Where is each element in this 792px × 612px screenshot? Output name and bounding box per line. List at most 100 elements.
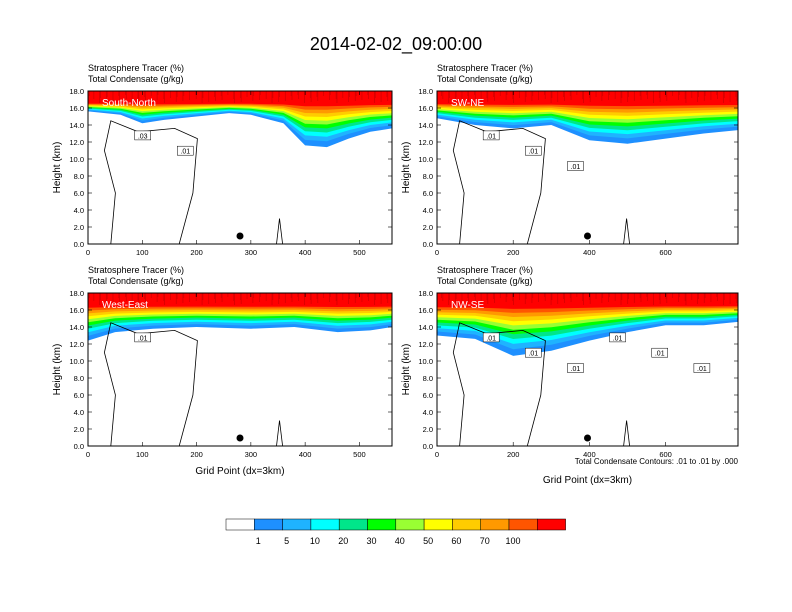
contour-label-box	[177, 145, 194, 156]
contour-line-1	[276, 218, 283, 244]
contour-label-box	[482, 332, 500, 343]
header-line2: Total Condensate (g/kg)	[88, 74, 184, 84]
header-line1: Stratosphere Tracer (%)	[88, 265, 184, 275]
contour-label-box	[567, 363, 584, 373]
section-name: SW-NE	[451, 98, 484, 109]
y-tick-label: 12.0	[69, 340, 84, 349]
y-tick-label: 6.0	[74, 391, 84, 400]
y-tick-label: 2.0	[423, 425, 433, 434]
x-tick-label: 200	[190, 450, 203, 459]
y-tick-label: 14.0	[69, 121, 84, 130]
contour-note: Total Condensate Contours: .01 to .01 by…	[575, 457, 739, 466]
colorbar-label: 1	[256, 536, 261, 546]
tracer-field	[437, 293, 738, 446]
y-tick-label: 12.0	[418, 138, 433, 147]
y-tick-label: 10.0	[418, 155, 433, 164]
x-tick-label: 200	[507, 248, 520, 257]
y-tick-label: 14.0	[418, 323, 433, 332]
y-tick-label: 6.0	[423, 189, 433, 198]
contour-label-box	[693, 363, 711, 373]
y-tick-label: 6.0	[423, 391, 433, 400]
header-line2: Total Condensate (g/kg)	[88, 276, 184, 286]
header-line1: Stratosphere Tracer (%)	[88, 63, 184, 73]
location-marker	[584, 232, 591, 240]
contour-label-box	[567, 161, 584, 171]
colorbar-swatch	[254, 518, 283, 531]
y-tick-label: 14.0	[69, 323, 84, 332]
colorbar-swatch	[282, 518, 312, 531]
colorbar-label: 30	[366, 536, 376, 546]
header-line1: Stratosphere Tracer (%)	[437, 265, 533, 275]
contour-label-box	[609, 332, 626, 343]
contour-line-1	[276, 420, 283, 446]
colorbar-swatch	[367, 518, 397, 531]
contour-label: .01	[613, 335, 623, 342]
y-tick-label: 12.0	[69, 138, 84, 147]
contour-label: .01	[486, 335, 496, 342]
x-tick-label: 400	[583, 450, 596, 459]
contour-label: .01	[528, 149, 538, 156]
x-tick-label: 300	[245, 248, 258, 257]
colorbar-swatch	[537, 518, 566, 531]
panels: .03 .01 South-North Stratosphere Tracer (%)…	[52, 63, 739, 486]
colorbar-swatch	[338, 518, 368, 531]
colorbar-swatch	[395, 518, 425, 531]
tracer-band-10	[437, 91, 738, 107]
colorbar-swatch	[310, 518, 340, 531]
contour-label: .01	[697, 366, 707, 373]
tracer-top-streaks	[88, 293, 389, 305]
x-tick-label: 500	[353, 450, 366, 459]
panel-south-north: .03 .01 South-North Stratosphere Tracer (%)…	[52, 63, 393, 257]
y-tick-label: 16.0	[418, 306, 433, 315]
header-line2: Total Condensate (g/kg)	[437, 276, 533, 286]
header-line2: Total Condensate (g/kg)	[437, 74, 533, 84]
colorbar-label: 100	[505, 536, 520, 546]
colorbar-label: 50	[423, 536, 433, 546]
contour-label: .01	[528, 351, 538, 358]
y-tick-label: 16.0	[69, 306, 84, 315]
colorbar-label: 60	[451, 536, 461, 546]
y-tick-label: 4.0	[423, 408, 433, 417]
y-tick-label: 2.0	[74, 425, 84, 434]
tracer-top-streaks	[437, 91, 738, 103]
y-tick-label: 4.0	[74, 206, 84, 215]
y-tick-label: 8.0	[74, 374, 84, 383]
figure-title: 2014-02-02_09:00:00	[310, 34, 482, 55]
y-tick-label: 8.0	[423, 374, 433, 383]
x-tick-label: 400	[583, 248, 596, 257]
y-tick-label: 8.0	[74, 172, 84, 181]
tracer-field	[88, 293, 392, 446]
y-tick-label: 18.0	[69, 289, 84, 298]
contour-label-box	[651, 347, 668, 358]
contour-label-box	[134, 332, 151, 343]
location-marker	[236, 434, 244, 442]
header-line1: Stratosphere Tracer (%)	[437, 63, 533, 73]
section-name: West-East	[102, 300, 148, 311]
y-tick-label: 10.0	[69, 357, 84, 366]
y-tick-label: 16.0	[418, 104, 433, 113]
y-tick-label: 12.0	[418, 340, 433, 349]
contour-label: .01	[571, 366, 581, 373]
y-tick-label: 0.0	[423, 240, 433, 249]
x-tick-label: 300	[245, 450, 258, 459]
x-tick-label: 400	[299, 248, 312, 257]
section-name: South-North	[102, 98, 156, 109]
contour-line-1	[623, 420, 630, 446]
colorbar: 1 5 10 20 30 40 50 60 70 100	[225, 518, 566, 546]
contour-label-box	[525, 145, 542, 156]
x-tick-label: 0	[86, 248, 90, 257]
colorbar-swatch	[480, 518, 510, 531]
plot-frame	[87, 292, 393, 447]
y-tick-label: 0.0	[423, 442, 433, 451]
x-tick-label: 600	[659, 248, 672, 257]
x-tick-label: 0	[86, 450, 90, 459]
tracer-top-streaks	[437, 293, 738, 305]
x-tick-label: 100	[136, 248, 149, 257]
contour-label: .01	[180, 149, 190, 156]
y-tick-label: 18.0	[418, 87, 433, 96]
plot-frame	[87, 90, 393, 245]
y-axis-label: Height (km)	[401, 344, 412, 396]
contour-label: .01	[655, 351, 665, 358]
contour-label-box	[525, 347, 542, 358]
location-marker	[236, 232, 244, 240]
